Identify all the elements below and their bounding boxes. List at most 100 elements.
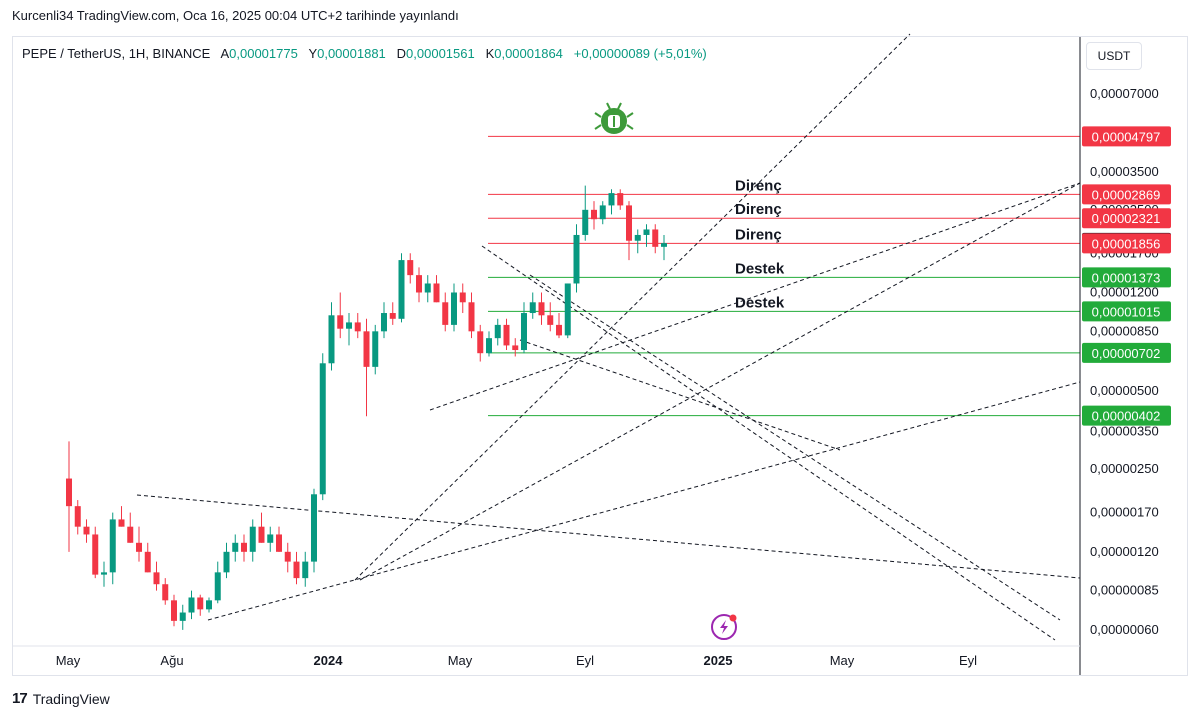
candle-body [188, 597, 195, 613]
trendline [481, 245, 1056, 641]
trendline [354, 33, 911, 581]
candle-body [626, 205, 632, 241]
level-annotation: Direnç [735, 201, 782, 218]
candle-body [416, 275, 422, 293]
candle-body [599, 205, 606, 220]
candle [556, 313, 562, 339]
currency-button[interactable]: USDT [1086, 42, 1142, 70]
candle-body [661, 243, 667, 247]
candle-body [258, 526, 265, 543]
candle [66, 441, 72, 552]
candle [276, 526, 282, 552]
candle [144, 542, 151, 573]
time-tick-label: Eyl [959, 653, 977, 668]
candle-body [118, 519, 125, 527]
price-badge-label: 0,00000702 [1092, 346, 1161, 361]
candle-body [451, 292, 457, 325]
candle-body [591, 209, 597, 220]
open-label: A [220, 46, 230, 61]
candle [407, 253, 414, 284]
candle [661, 234, 667, 261]
candle-body [179, 612, 186, 621]
candle [206, 597, 212, 613]
price-badge-bg [1082, 301, 1171, 322]
candle [547, 302, 554, 332]
candle [337, 292, 344, 339]
candle [83, 519, 90, 543]
candle-body [363, 331, 370, 367]
price-badge-bg [1082, 233, 1171, 254]
candle-body [101, 572, 107, 575]
candle [468, 292, 475, 339]
candle [389, 302, 396, 325]
time-tick-label: Ağu [160, 653, 183, 668]
price-tick-label: 0,00000120 [1090, 544, 1159, 559]
candle [162, 578, 169, 605]
time-tick-label: May [830, 653, 855, 668]
price-badge-bg [1082, 126, 1171, 147]
candle-body [424, 283, 431, 293]
candle-body [162, 584, 169, 601]
candle [512, 338, 519, 357]
tradingview-logo-icon: 17 [12, 690, 28, 707]
candle-body [643, 229, 650, 235]
price-badge-label: 0,00002869 [1092, 187, 1161, 202]
candle-body [634, 234, 641, 241]
candle-body [389, 313, 396, 319]
candle [171, 594, 177, 627]
candle-body [241, 542, 247, 552]
trendline [207, 381, 1081, 621]
price-tick-label: 0,00000170 [1090, 505, 1159, 520]
trendline [429, 182, 1081, 411]
candle-body [538, 302, 545, 316]
candle-body [346, 322, 352, 329]
candle [529, 292, 536, 319]
candle-body [372, 331, 379, 367]
candle-body [74, 506, 81, 527]
candle-body [197, 597, 204, 610]
candle-body [319, 363, 326, 495]
candle-body [206, 600, 212, 610]
low-label: D [396, 46, 407, 61]
support-price-badge: 0,00001015 [1082, 301, 1171, 322]
candle-body [302, 561, 309, 579]
candle [643, 224, 650, 247]
publish-header: Kurcenli34 TradingView.com, Oca 16, 2025… [12, 8, 459, 23]
candle [293, 551, 300, 585]
price-badge-bg [1082, 208, 1171, 229]
candle [284, 542, 291, 573]
level-annotation: Destek [735, 260, 785, 277]
candle-body [582, 209, 589, 235]
price-badge-label: 0,00004797 [1092, 129, 1161, 144]
time-tick-label: 2025 [704, 653, 733, 668]
close-label: K [485, 46, 495, 61]
candle [573, 224, 580, 293]
lightning-icon[interactable] [711, 614, 737, 640]
candle [494, 318, 501, 346]
support-price-badge: 0,00001373 [1082, 267, 1171, 288]
candle-body [92, 534, 99, 575]
candle [564, 283, 571, 339]
candle [451, 283, 457, 332]
candle [153, 561, 160, 591]
candle-body [311, 494, 317, 562]
candle-body [459, 292, 466, 303]
price-tick-label: 0,00000500 [1090, 383, 1159, 398]
candle-body [276, 534, 282, 552]
change-value: +0,00000089 (+5,01%) [573, 46, 707, 61]
candle-body [442, 302, 449, 325]
candle-body [232, 542, 239, 552]
price-badge-label: 0,00002321 [1092, 211, 1161, 226]
price-badge-bg [1082, 405, 1171, 426]
candle-body [477, 331, 484, 354]
candle [302, 551, 309, 587]
candle [92, 526, 99, 579]
candle [179, 604, 186, 630]
candle-body [521, 313, 527, 351]
candle [459, 283, 466, 314]
candle [118, 506, 125, 527]
support-price-badge: 0,00000402 [1082, 405, 1171, 426]
candle-body [136, 542, 142, 552]
candle [477, 324, 484, 362]
